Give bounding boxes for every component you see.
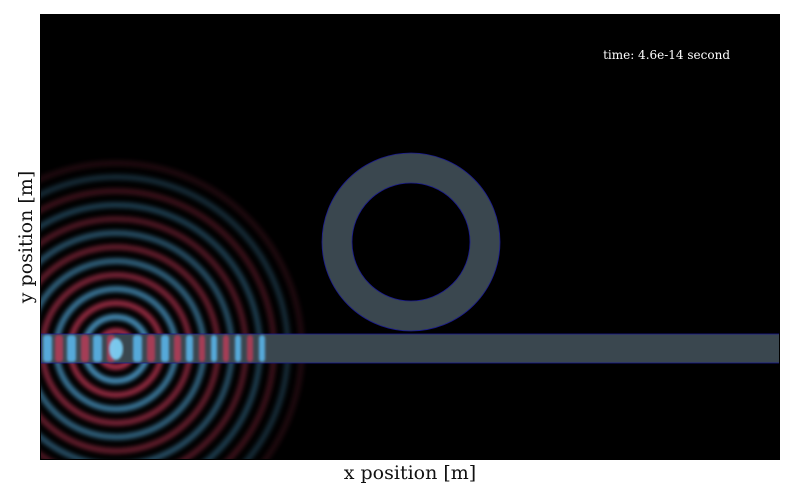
- guided-field-stripe: [133, 335, 142, 362]
- guided-field-stripe: [55, 335, 63, 362]
- guided-field-stripe: [147, 335, 155, 362]
- field-plot-area: time: 4.6e-14 second: [40, 14, 780, 460]
- guided-field-stripe: [199, 335, 205, 362]
- guided-field-stripe: [211, 335, 217, 362]
- guided-field-stripe: [43, 335, 52, 362]
- x-axis-label: x position [m]: [343, 462, 477, 484]
- guided-field-stripe: [67, 335, 76, 362]
- guided-field-stripe: [223, 335, 229, 362]
- y-axis-label: y position [m]: [15, 170, 37, 304]
- guided-field-stripe: [161, 335, 169, 362]
- guided-field-stripe: [247, 335, 253, 362]
- guided-field-stripe: [81, 335, 89, 362]
- guided-field: [43, 335, 265, 362]
- ring-resonator: [322, 153, 500, 331]
- field-plot-canvas: [41, 15, 779, 459]
- time-annotation: time: 4.6e-14 second: [603, 48, 730, 62]
- guided-field-stripe: [174, 335, 181, 362]
- guided-field-stripe: [259, 335, 265, 362]
- source-hotspot: [109, 338, 123, 360]
- guided-field-stripe: [235, 335, 241, 362]
- guided-field-stripe: [186, 335, 193, 362]
- ring-resonator-outer-edge: [321, 152, 501, 332]
- guided-field-stripe: [93, 335, 102, 362]
- ring-resonator-inner-edge: [351, 182, 471, 302]
